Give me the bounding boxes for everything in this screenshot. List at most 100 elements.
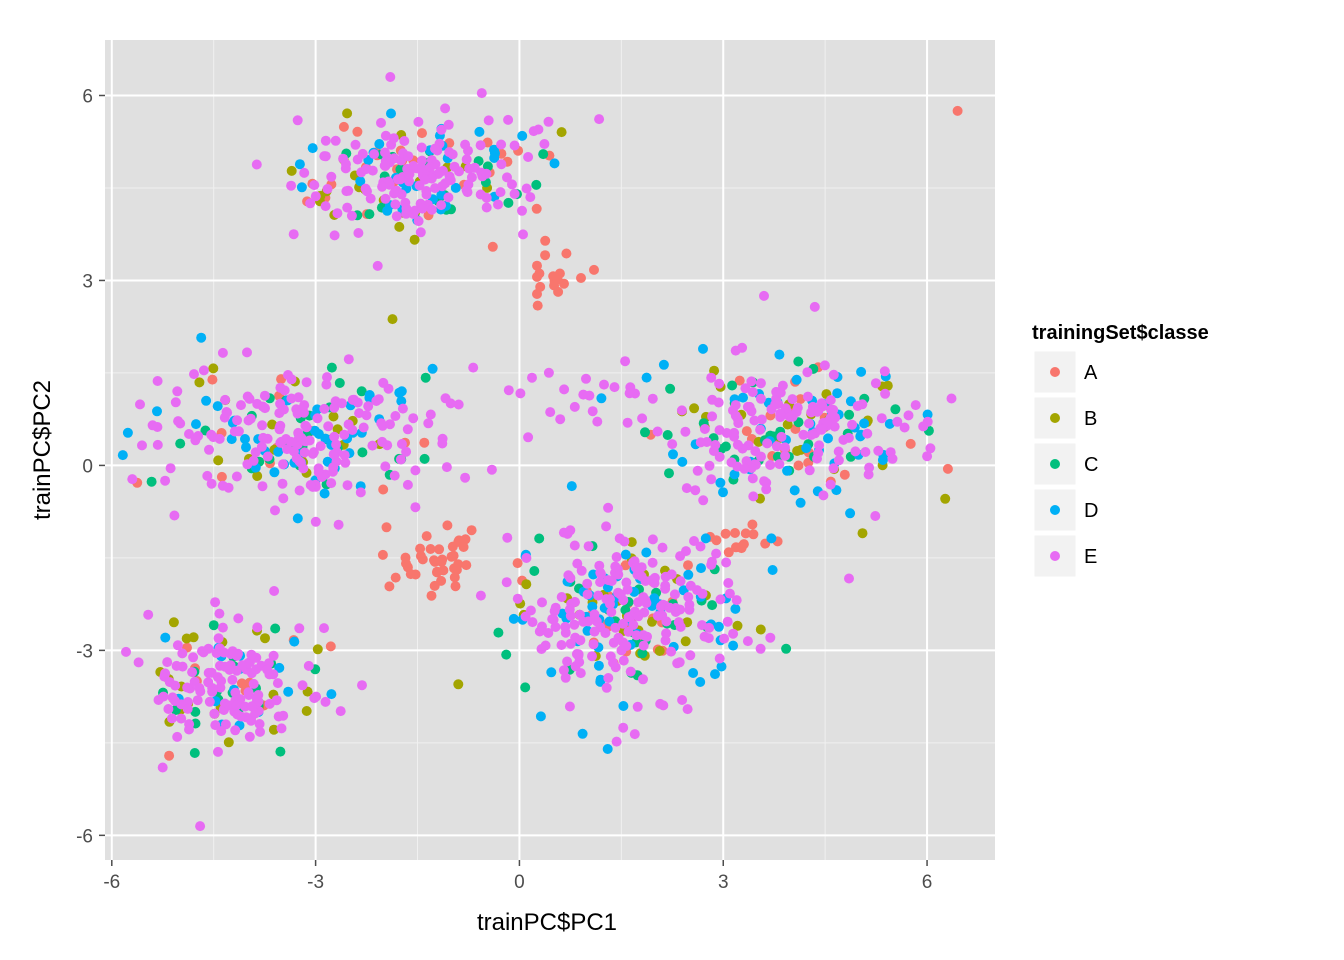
point-A [429, 555, 439, 566]
point-D [698, 343, 708, 354]
point-E [560, 672, 571, 683]
point-A [434, 544, 445, 555]
point-E [695, 437, 706, 448]
point-D [604, 616, 615, 627]
point-E [527, 617, 538, 628]
point-E [341, 159, 351, 170]
legend-label-D: D [1084, 500, 1098, 522]
point-E [486, 464, 497, 475]
point-E [236, 400, 246, 411]
point-D [289, 636, 300, 647]
point-E [740, 383, 751, 394]
point-E [563, 570, 574, 581]
point-D [212, 401, 223, 412]
point-E [305, 198, 316, 209]
point-E [357, 680, 367, 691]
point-E [135, 399, 145, 410]
point-D [386, 108, 396, 119]
point-E [755, 643, 766, 654]
point-E [413, 216, 424, 227]
point-A [417, 128, 427, 139]
point-E [133, 657, 144, 668]
point-E [298, 463, 309, 474]
point-D [766, 533, 777, 544]
point-C [482, 161, 493, 172]
point-E [684, 599, 695, 610]
point-E [231, 700, 242, 711]
legend-title: trainingSet$classe [1032, 322, 1209, 344]
point-E [262, 664, 273, 675]
point-E [756, 414, 767, 425]
point-D [309, 425, 320, 436]
point-E [572, 558, 583, 569]
point-E [825, 479, 836, 490]
point-C [334, 378, 345, 388]
point-E [667, 439, 678, 450]
point-E [608, 637, 619, 648]
point-D [922, 409, 933, 420]
point-E [749, 415, 760, 426]
point-E [721, 557, 732, 568]
point-E [379, 160, 390, 171]
point-E [692, 585, 703, 596]
point-D [319, 488, 330, 499]
point-E [501, 577, 512, 588]
point-E [606, 607, 617, 617]
point-E [268, 650, 279, 661]
point-D [274, 662, 285, 673]
point-E [595, 577, 606, 588]
point-A [458, 542, 469, 552]
point-E [741, 456, 752, 467]
point-E [242, 391, 253, 402]
point-A [576, 273, 586, 283]
point-E [518, 229, 528, 240]
point-E [188, 652, 199, 663]
point-E [703, 633, 714, 644]
point-A [534, 268, 545, 279]
point-E [399, 136, 410, 146]
point-E [621, 641, 632, 651]
point-E [390, 411, 401, 421]
point-E [750, 446, 761, 457]
point-E [233, 426, 244, 437]
x-axis-title: trainPC$PC1 [477, 909, 617, 936]
point-A [793, 460, 804, 471]
point-E [278, 493, 289, 504]
point-E [698, 495, 709, 506]
point-B [312, 644, 323, 655]
point-D [226, 434, 237, 445]
point-E [415, 227, 426, 238]
point-E [638, 640, 649, 651]
point-B [409, 234, 420, 245]
point-E [227, 674, 238, 685]
point-A [216, 471, 227, 482]
point-C [326, 362, 337, 373]
point-E [127, 474, 138, 485]
point-B [857, 528, 868, 539]
point-A [952, 105, 963, 116]
legend-marker-C [1050, 459, 1060, 469]
point-E [625, 666, 636, 677]
point-D [782, 465, 793, 476]
point-E [460, 139, 471, 150]
point-B [453, 679, 464, 690]
point-E [213, 633, 224, 644]
point-E [652, 611, 663, 621]
point-E [826, 404, 837, 415]
point-E [582, 578, 593, 589]
point-E [220, 661, 231, 672]
point-E [574, 657, 585, 668]
point-E [340, 457, 351, 468]
point-E [762, 438, 773, 449]
point-E [755, 393, 766, 404]
point-A [730, 528, 740, 538]
point-D [355, 176, 366, 187]
point-E [460, 472, 471, 483]
point-E [464, 163, 475, 174]
point-C [356, 386, 367, 397]
point-A [531, 203, 542, 214]
point-E [631, 630, 642, 641]
point-E [210, 597, 221, 608]
point-E [423, 418, 434, 429]
point-E [291, 404, 302, 415]
